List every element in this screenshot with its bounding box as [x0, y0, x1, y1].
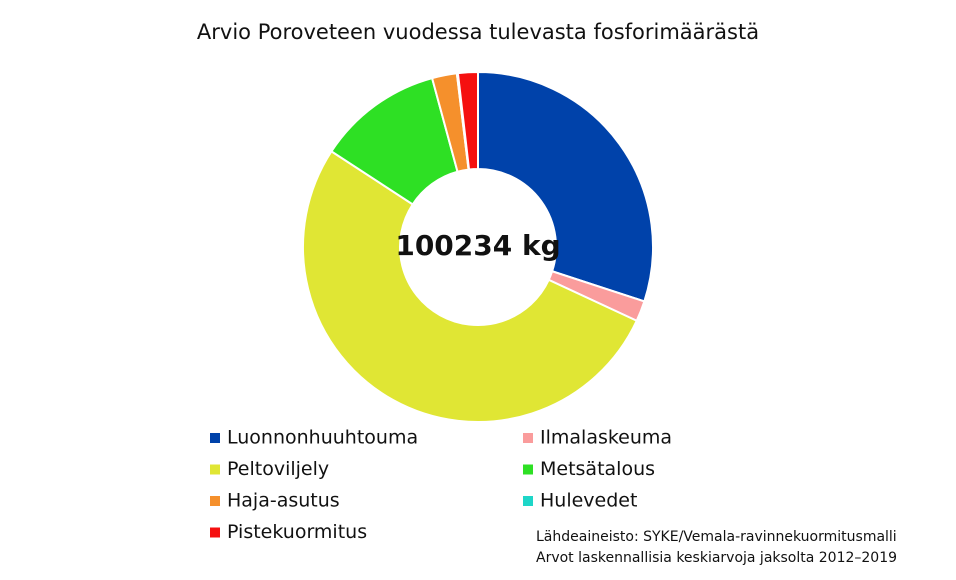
legend-marker	[210, 496, 220, 506]
donut-segment	[477, 70, 654, 303]
legend-label: Haja-asutus	[227, 490, 340, 512]
legend-marker	[523, 433, 533, 443]
legend-marker	[210, 464, 220, 475]
legend-label: Metsätalous	[540, 458, 655, 480]
legend-marker	[210, 527, 220, 538]
legend-marker	[523, 496, 533, 506]
legend-label: Ilmalaskeuma	[540, 427, 672, 449]
legend-label: Pistekuormitus	[227, 521, 367, 543]
legend-label: Peltoviljely	[227, 458, 329, 480]
chart-title: Arvio Poroveteen vuodessa tulevasta fosf…	[197, 20, 759, 44]
legend-label: Luonnonhuuhtouma	[227, 427, 418, 449]
center-label: 100234 kg	[395, 229, 560, 262]
legend-label: Hulevedet	[540, 490, 637, 512]
legend-marker	[523, 464, 533, 475]
donut-segment	[456, 70, 479, 171]
source-line: Arvot laskennallisia keskiarvoja jaksolt…	[536, 550, 897, 566]
donut-segment	[302, 149, 639, 423]
source-line: Lähdeaineisto: SYKE/Vemala-ravinnekuormi…	[536, 529, 897, 545]
legend-marker	[210, 433, 220, 443]
